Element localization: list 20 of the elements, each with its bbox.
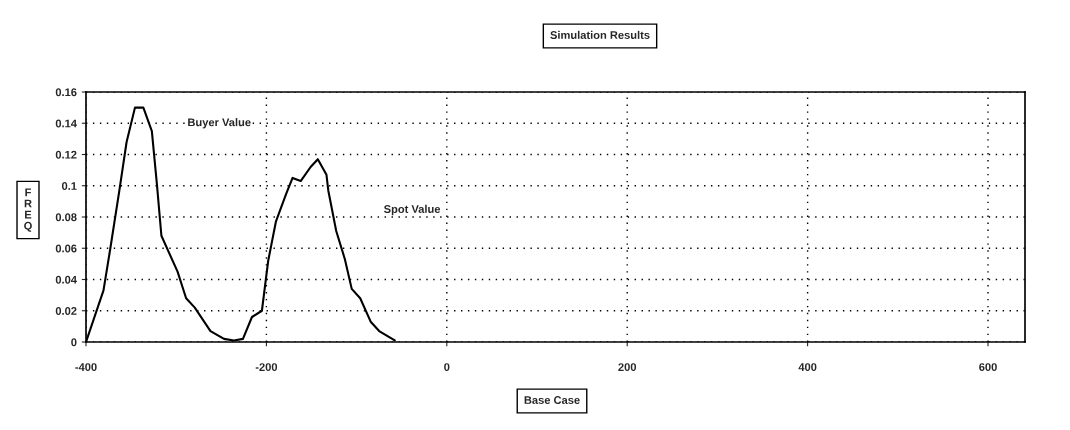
x-tick-label: -200	[255, 363, 278, 371]
y-tick-label: 0.06	[55, 244, 77, 253]
x-tick-label: 0	[444, 363, 450, 371]
x-axis-title: Base Case	[524, 396, 580, 404]
y-tick-label: 0.04	[55, 275, 77, 284]
x-tick-label: 200	[618, 363, 637, 371]
y-tick-label: 0.08	[55, 213, 77, 222]
x-tick-label: 600	[979, 363, 997, 371]
x-tick-label: 400	[798, 363, 817, 371]
y-tick-label: 0.02	[55, 307, 77, 315]
chart-title: Simulation Results	[550, 30, 650, 39]
annotation: Buyer Value	[188, 118, 251, 129]
y-tick-label: 0.12	[55, 150, 77, 159]
y-axis-title: FREQ	[24, 188, 32, 232]
y-tick-label: 0.14	[55, 119, 77, 128]
x-tick-label: -400	[75, 363, 97, 371]
y-tick-label: 0.1	[61, 182, 77, 190]
y-tick-label: 0	[71, 338, 77, 347]
y-tick-label: 0.16	[55, 88, 77, 97]
annotation: Spot Value	[383, 204, 441, 216]
